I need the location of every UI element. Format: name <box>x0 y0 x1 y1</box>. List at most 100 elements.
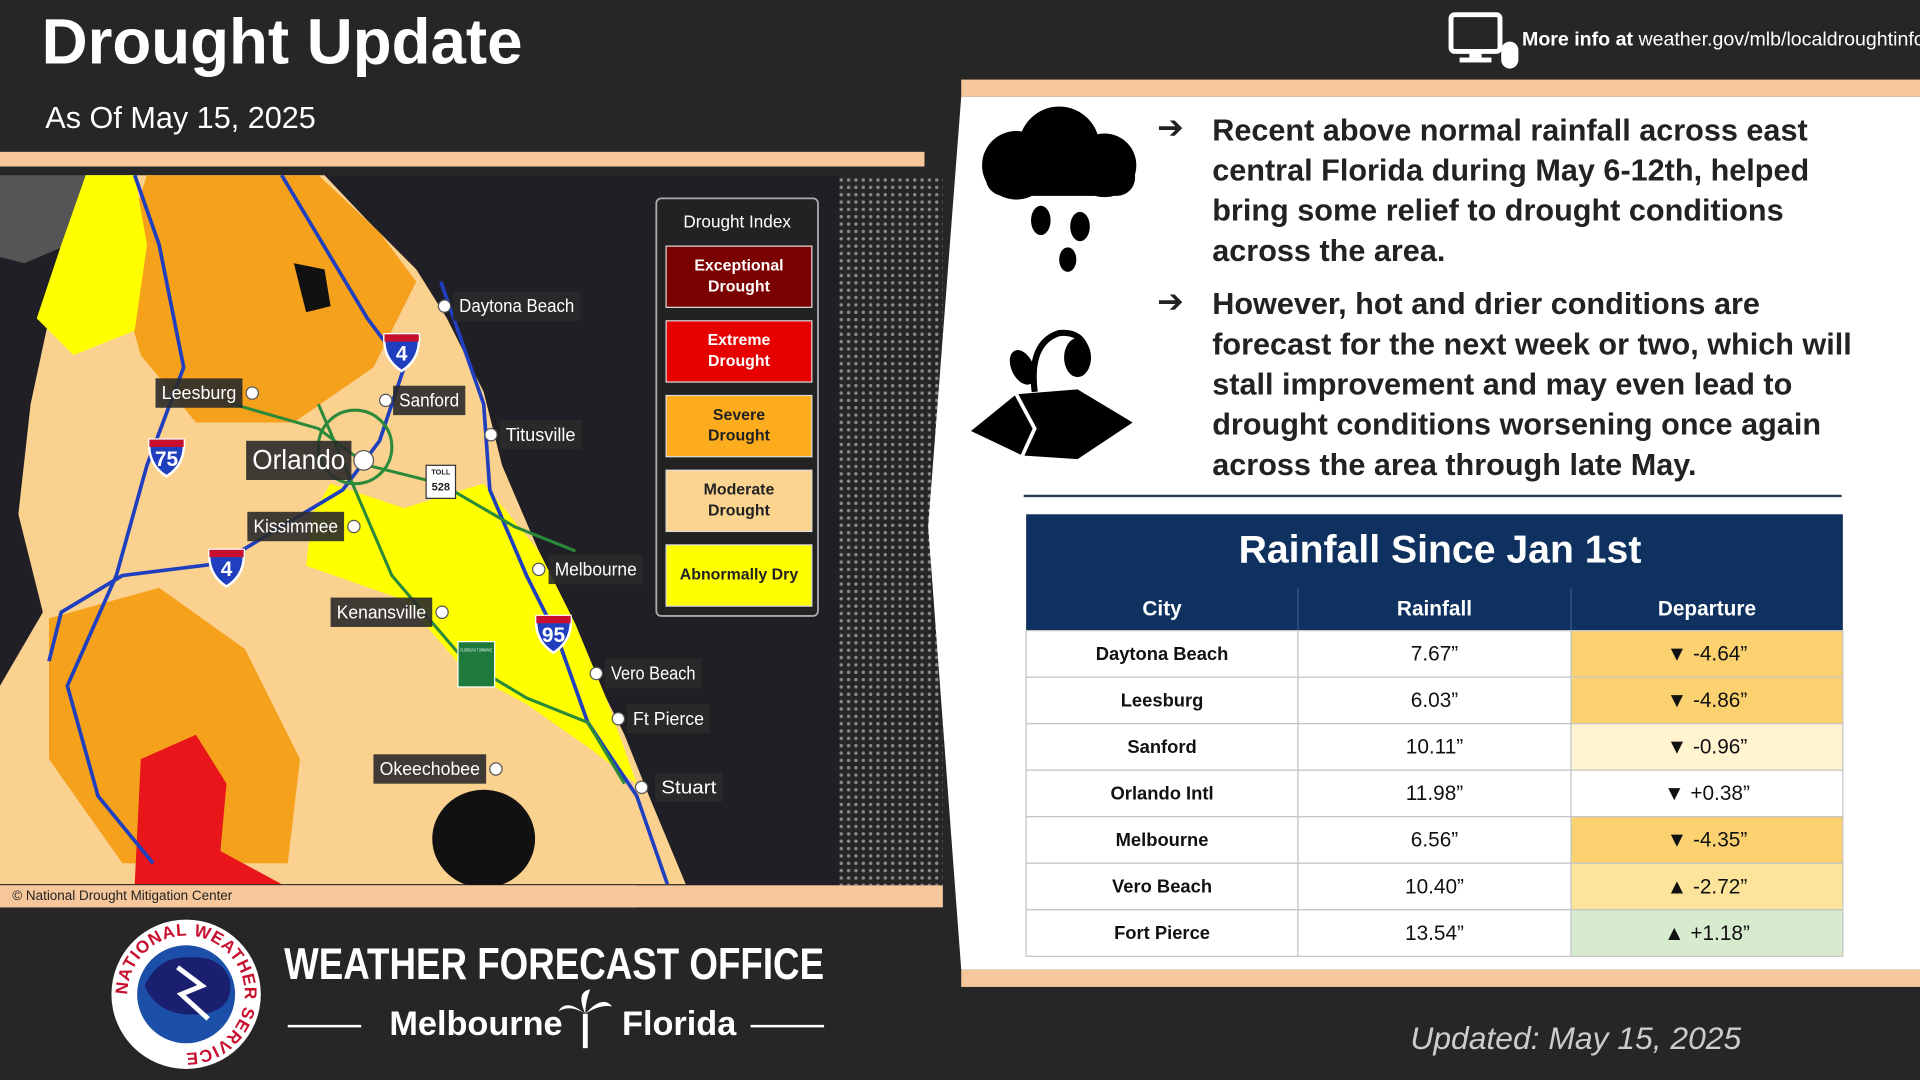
gulf-land <box>0 175 98 264</box>
city-label-box <box>246 440 352 480</box>
city-label-box <box>373 754 487 784</box>
city-dot <box>489 762 503 776</box>
legend-title: Drought Index <box>683 211 791 231</box>
legend-swatch <box>665 469 813 533</box>
turnpike-sign <box>457 641 496 688</box>
legend-label: Drought <box>708 428 771 445</box>
legend-label: Drought <box>708 502 771 519</box>
column-header: Departure <box>1658 597 1756 620</box>
table-cell-text: ▼ -4.86” <box>1667 689 1748 712</box>
interstate-shield-top <box>209 549 244 558</box>
lake-okeechobee <box>432 789 536 886</box>
city-label: Titusville <box>506 424 576 445</box>
table-cell-text: Vero Beach <box>1112 876 1212 897</box>
bullet-text: bring some relief to drought conditions <box>1212 194 1783 228</box>
bullet-text: across the area through late May. <box>1212 448 1696 482</box>
city-label-box <box>330 597 433 627</box>
bullet-arrow: ➔ <box>1157 109 1184 145</box>
table-cell-text: Orlando Intl <box>1111 783 1214 804</box>
city-dot <box>378 393 393 408</box>
city-label: Ft Pierce <box>633 708 704 729</box>
table-cell-text: ▼ -0.96” <box>1667 736 1748 759</box>
interstate-shield-top <box>149 439 184 447</box>
city-label: Kenansville <box>337 601 426 622</box>
city-label: Melbourne <box>555 558 637 579</box>
legend-swatch <box>665 544 813 607</box>
toll-number: 528 <box>432 481 450 493</box>
title: Drought Update <box>42 6 523 77</box>
interstate-shield <box>207 548 246 588</box>
severe-drought-southwest <box>48 587 301 864</box>
table-cell-text: ▼ +0.38” <box>1664 782 1750 805</box>
table-cell <box>1025 630 1299 678</box>
city-label: Stuart <box>661 776 716 797</box>
table-cell <box>1570 816 1844 864</box>
lake-george <box>293 263 331 313</box>
legend-label: Exceptional <box>694 258 783 275</box>
city-label-box <box>499 420 582 450</box>
table-cell-text: 6.03” <box>1411 689 1458 712</box>
wilted-plant-icon <box>971 329 1133 460</box>
city-dot <box>532 562 546 577</box>
table-cell-text: Sanford <box>1127 736 1196 757</box>
table-title: Rainfall Since Jan 1st <box>1239 529 1642 572</box>
office-name: WEATHER FORECAST OFFICE <box>284 940 824 989</box>
city-dot <box>634 780 649 795</box>
city-label: Vero Beach <box>611 663 695 684</box>
office-state: Florida <box>622 1005 737 1043</box>
city-label-box <box>393 385 466 416</box>
city-label: Okeechobee <box>380 758 480 779</box>
column-header: Rainfall <box>1397 597 1472 620</box>
city-label: Daytona Beach <box>459 295 574 316</box>
table-cell <box>1570 909 1844 957</box>
interstate-number: 4 <box>221 558 233 581</box>
table-cell <box>1570 723 1844 771</box>
table-cell <box>1297 723 1572 771</box>
bullet-text: forecast for the next week or two, which… <box>1212 327 1852 361</box>
table-cell-text: ▲ -2.72” <box>1667 875 1748 898</box>
interstate-shield <box>382 333 421 373</box>
table-cell-text: ▼ -4.64” <box>1667 643 1748 666</box>
abnormally-dry-northwest <box>36 175 147 356</box>
city-dot <box>589 666 604 681</box>
table-cell <box>1297 909 1572 957</box>
table-cell-text: Fort Pierce <box>1114 922 1210 943</box>
table-cell-text: 10.40” <box>1405 875 1464 898</box>
table-cell-text: Melbourne <box>1116 829 1209 850</box>
map-credit: © National Drought Mitigation Center <box>12 888 233 903</box>
city-label-box <box>548 554 643 585</box>
legend-label: Severe <box>713 407 765 424</box>
bullet-text: drought conditions worsening once again <box>1212 408 1821 442</box>
legend-label: Moderate <box>704 482 775 499</box>
table-cell <box>1025 816 1299 864</box>
city-dot <box>353 450 375 471</box>
table-header-band <box>1026 514 1843 631</box>
bullet-text: stall improvement and may even lead to <box>1212 368 1792 402</box>
table-cell <box>1570 862 1844 911</box>
city-label: Orlando <box>252 444 345 475</box>
city-label-box <box>604 658 702 689</box>
rain-cloud-icon <box>982 106 1137 272</box>
interstate-number: 75 <box>155 448 178 471</box>
table-cell <box>1297 676 1572 725</box>
toll-shield <box>425 464 457 499</box>
palm-icon <box>558 989 613 1049</box>
credit-band <box>0 885 637 908</box>
table-cell-text: 7.67” <box>1411 643 1458 666</box>
table-cell-text: 13.54” <box>1405 922 1464 945</box>
bullet-text: across the area. <box>1212 234 1445 268</box>
updated-date: Updated: May 15, 2025 <box>1410 1020 1741 1056</box>
interstate-number: 95 <box>542 624 565 647</box>
more-info: More info at weather.gov/mlb/localdrough… <box>1522 29 1920 51</box>
city-dot <box>484 427 498 442</box>
table-cell <box>1570 769 1844 818</box>
table-cell-text: 11.98” <box>1406 782 1463 805</box>
city-dot <box>347 519 361 534</box>
interstate-shield <box>147 438 186 478</box>
extreme-drought-area <box>134 734 282 885</box>
more-info-url: weather.gov/mlb/localdroughtinfo <box>1637 29 1920 51</box>
more-info-label: More info at <box>1522 29 1633 51</box>
city-dot <box>437 299 452 313</box>
interstate-number: 4 <box>396 343 408 366</box>
